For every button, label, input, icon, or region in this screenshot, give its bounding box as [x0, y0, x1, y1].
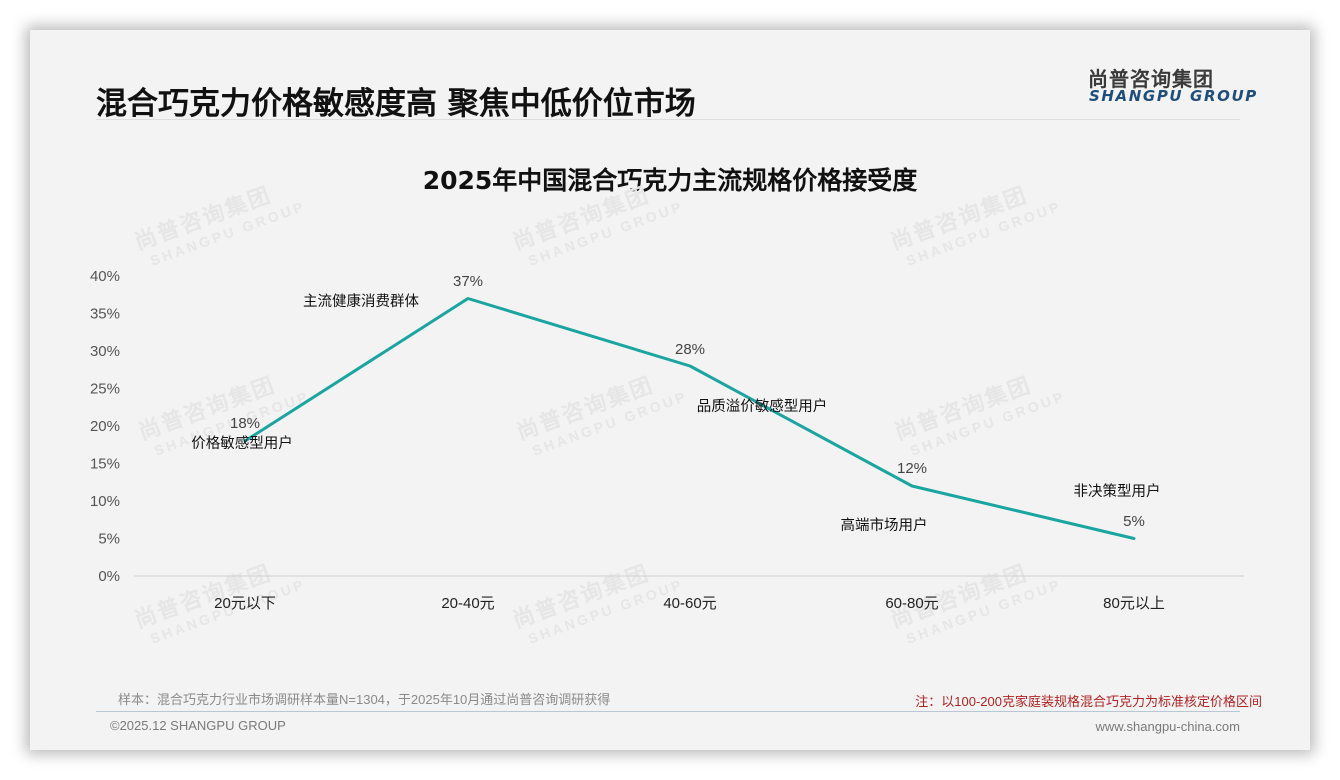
chart-title: 2025年中国混合巧克力主流规格价格接受度: [422, 166, 918, 195]
x-axis: 20元以下 20-40元 40-60元 60-80元 80元以上: [214, 595, 1165, 612]
price-range-note: 注：以100-200克家庭装规格混合巧克力为标准核定价格区间: [915, 694, 1262, 709]
y-tick: 20%: [90, 418, 120, 435]
website-link[interactable]: www.shangpu-china.com: [1095, 719, 1240, 734]
series-line: [243, 297, 1136, 540]
copyright: ©2025.12 SHANGPU GROUP: [110, 718, 286, 733]
x-tick: 20-40元: [441, 595, 494, 612]
y-axis: 0% 5% 10% 15% 20% 25% 30% 35% 40%: [90, 268, 120, 585]
y-tick: 10%: [90, 493, 120, 510]
data-label: 28%: [675, 341, 705, 358]
sample-note: 样本：混合巧克力行业市场调研样本量N=1304，于2025年10月通过尚普咨询调…: [118, 692, 611, 707]
data-labels: 18% 37% 28% 12% 5%: [230, 273, 1145, 530]
footer-divider: [96, 711, 1240, 712]
logo-chinese: 尚普咨询集团: [1088, 67, 1214, 91]
logo-english: SHANGPU GROUP: [1089, 87, 1258, 105]
page-title: 混合巧克力价格敏感度高 聚焦中低价位市场: [96, 86, 696, 122]
annotation-high-end: 高端市场用户: [841, 517, 928, 534]
annotation-mainstream: 主流健康消费群体: [303, 293, 419, 310]
x-tick: 40-60元: [663, 595, 716, 612]
header-divider: [96, 119, 1240, 120]
x-tick: 20元以下: [214, 595, 276, 612]
y-tick: 35%: [90, 306, 120, 323]
data-label: 5%: [1123, 513, 1145, 530]
data-label: 37%: [453, 273, 483, 290]
slide: 混合巧克力价格敏感度高 聚焦中低价位市场 尚普咨询集团 SHANGPU GROU…: [30, 30, 1310, 750]
data-label: 18%: [230, 415, 260, 432]
y-tick: 30%: [90, 343, 120, 360]
y-tick: 0%: [98, 568, 120, 585]
annotation-price-sensitive: 价格敏感型用户: [191, 435, 293, 452]
annotation-quality-premium: 品质溢价敏感型用户: [697, 398, 828, 415]
data-label: 12%: [897, 460, 927, 477]
annotations: 价格敏感型用户 主流健康消费群体 品质溢价敏感型用户 高端市场用户 非决策型用户: [191, 293, 1160, 534]
y-tick: 15%: [90, 456, 120, 473]
y-tick: 25%: [90, 381, 120, 398]
annotation-non-decision: 非决策型用户: [1074, 483, 1161, 500]
x-tick: 60-80元: [885, 595, 938, 612]
x-tick: 80元以上: [1103, 595, 1165, 612]
y-tick: 5%: [98, 531, 120, 548]
y-tick: 40%: [90, 268, 120, 285]
